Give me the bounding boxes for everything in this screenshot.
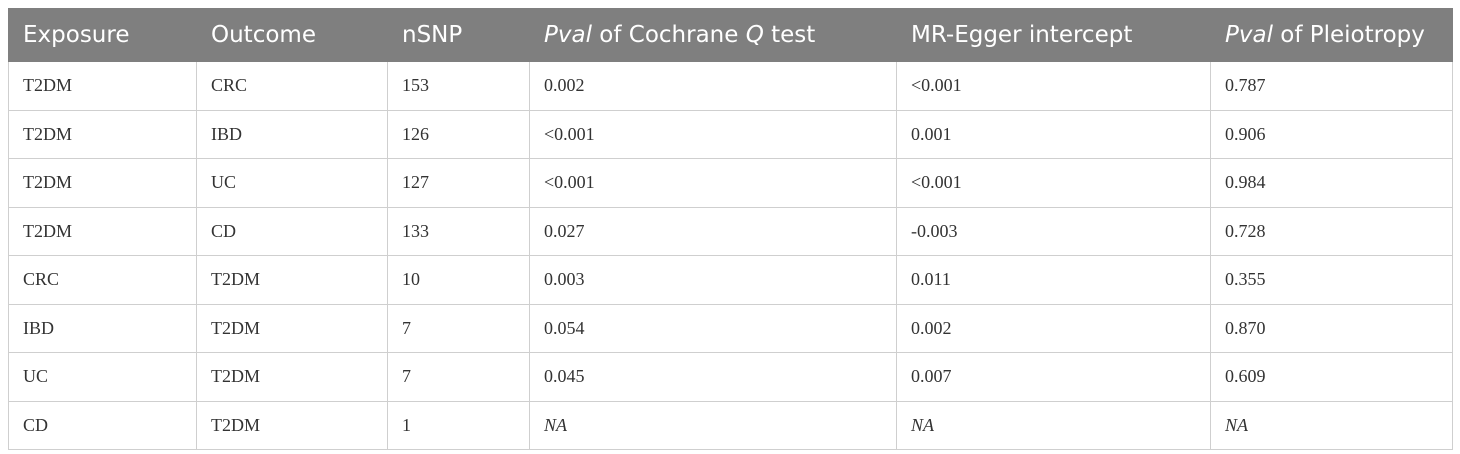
header-cell: Pval of Cochrane Q test xyxy=(529,8,897,62)
table-cell: 0.001 xyxy=(896,109,1211,159)
table-cell: 0.027 xyxy=(529,206,897,256)
table-cell: T2DM xyxy=(8,206,197,256)
table-cell: T2DM xyxy=(8,61,197,111)
table-row: T2DM CD 133 0.027 -0.003 0.728 xyxy=(8,206,1453,256)
table-cell: CRC xyxy=(8,255,197,305)
table-cell: T2DM xyxy=(196,255,388,305)
table-cell: NA xyxy=(529,400,897,450)
table-cell: IBD xyxy=(196,109,388,159)
table-cell: 7 xyxy=(387,352,530,402)
table-cell: T2DM xyxy=(196,352,388,402)
table-body: T2DM CRC 153 0.002 <0.001 0.787 T2DM IBD 126 <0.0… xyxy=(8,61,1453,450)
table-cell: 0.870 xyxy=(1210,303,1453,353)
table-cell: 0.728 xyxy=(1210,206,1453,256)
table-cell: CD xyxy=(196,206,388,256)
header-cell: MR-Egger intercept xyxy=(896,8,1211,62)
table-cell: NA xyxy=(1210,400,1453,450)
table-row: T2DM CRC 153 0.002 <0.001 0.787 xyxy=(8,61,1453,111)
table-cell: 0.787 xyxy=(1210,61,1453,111)
table-cell: UC xyxy=(196,158,388,208)
header-cell: nSNP xyxy=(387,8,530,62)
table-cell: 0.002 xyxy=(529,61,897,111)
table-cell: 127 xyxy=(387,158,530,208)
header-text: Pval xyxy=(1225,22,1273,48)
table-cell: 0.007 xyxy=(896,352,1211,402)
table-cell: T2DM xyxy=(8,109,197,159)
table-cell: 133 xyxy=(387,206,530,256)
table-cell: 0.355 xyxy=(1210,255,1453,305)
table-cell: 0.906 xyxy=(1210,109,1453,159)
table-row: T2DM IBD 126 <0.001 0.001 0.906 xyxy=(8,109,1453,159)
header-text: Outcome xyxy=(211,22,316,48)
table-cell: 0.011 xyxy=(896,255,1211,305)
table-cell: <0.001 xyxy=(896,61,1211,111)
table-cell: IBD xyxy=(8,303,197,353)
table-cell: 0.003 xyxy=(529,255,897,305)
table-cell: <0.001 xyxy=(529,158,897,208)
table-cell: 153 xyxy=(387,61,530,111)
table-row: IBD T2DM 7 0.054 0.002 0.870 xyxy=(8,303,1453,353)
table-cell: NA xyxy=(896,400,1211,450)
header-text: nSNP xyxy=(402,22,463,48)
header-text: Exposure xyxy=(23,22,130,48)
header-cell: Outcome xyxy=(196,8,388,62)
table: Exposure Outcome nSNP Pval of Cochrane Q te… xyxy=(8,8,1453,450)
table-cell: 0.054 xyxy=(529,303,897,353)
header-text: of Cochrane xyxy=(591,22,746,48)
header-row: Exposure Outcome nSNP Pval of Cochrane Q te… xyxy=(8,8,1453,62)
table-cell: 10 xyxy=(387,255,530,305)
header-text: test xyxy=(763,22,816,48)
table-cell: 126 xyxy=(387,109,530,159)
table-cell: 1 xyxy=(387,400,530,450)
table-row: UC T2DM 7 0.045 0.007 0.609 xyxy=(8,352,1453,402)
header-text: MR-Egger intercept xyxy=(911,22,1133,48)
table-cell: <0.001 xyxy=(529,109,897,159)
header-text: Pval xyxy=(544,22,592,48)
table-row: CD T2DM 1 NA NA NA xyxy=(8,400,1453,450)
table-cell: UC xyxy=(8,352,197,402)
table-cell: <0.001 xyxy=(896,158,1211,208)
header-cell: Pval of Pleiotropy xyxy=(1210,8,1453,62)
table-cell: 0.002 xyxy=(896,303,1211,353)
table-cell: T2DM xyxy=(196,400,388,450)
table-row: T2DM UC 127 <0.001 <0.001 0.984 xyxy=(8,158,1453,208)
table-cell: -0.003 xyxy=(896,206,1211,256)
table-cell: 0.045 xyxy=(529,352,897,402)
header-text: Q xyxy=(745,22,764,48)
table-cell: CRC xyxy=(196,61,388,111)
table-cell: 7 xyxy=(387,303,530,353)
table-cell: T2DM xyxy=(196,303,388,353)
header-text: of Pleiotropy xyxy=(1272,22,1425,48)
table-cell: T2DM xyxy=(8,158,197,208)
header-cell: Exposure xyxy=(8,8,197,62)
table-cell: CD xyxy=(8,400,197,450)
table-row: CRC T2DM 10 0.003 0.011 0.355 xyxy=(8,255,1453,305)
table-cell: 0.609 xyxy=(1210,352,1453,402)
table-cell: 0.984 xyxy=(1210,158,1453,208)
